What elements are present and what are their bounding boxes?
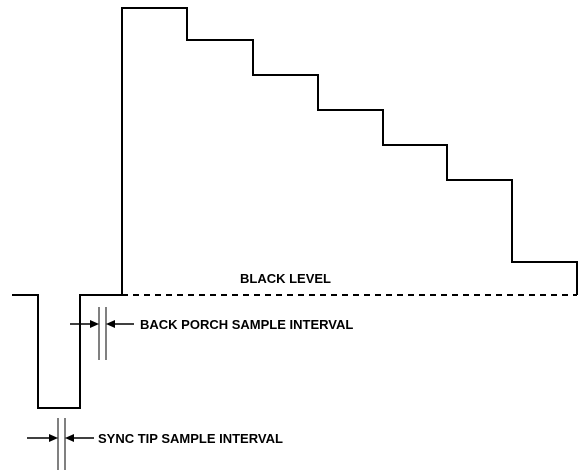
black-level-label: BLACK LEVEL (240, 271, 331, 286)
sync-tip-sample-interval-label: SYNC TIP SAMPLE INTERVAL (98, 431, 283, 446)
sync-tip-left-arrow-head (49, 434, 58, 442)
sync-tip-right-arrow-head (65, 434, 74, 442)
back-porch-right-arrow-head (106, 320, 115, 328)
video-staircase-waveform (12, 7, 578, 409)
back-porch-sample-interval-label: BACK PORCH SAMPLE INTERVAL (140, 317, 353, 332)
back-porch-left-arrow-head (90, 320, 99, 328)
